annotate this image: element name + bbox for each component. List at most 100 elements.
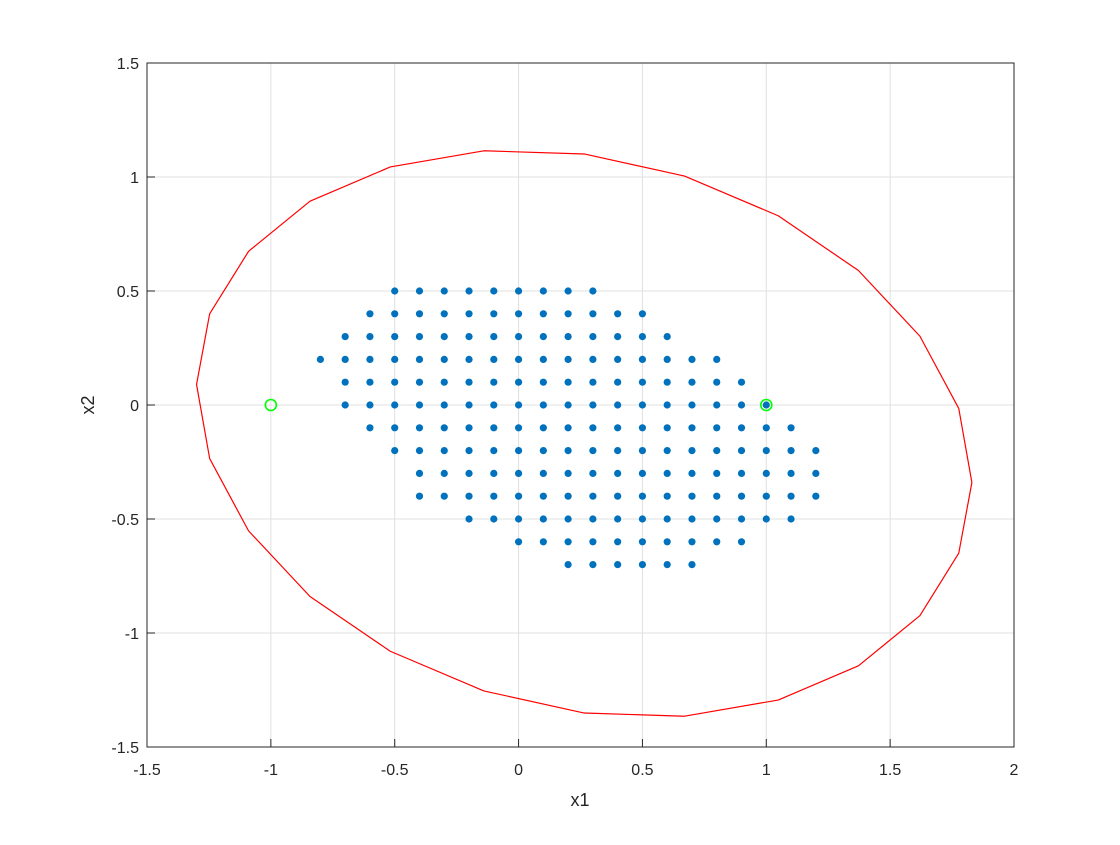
y-tick-label: 1 [130, 170, 139, 187]
scatter-point [366, 401, 374, 409]
scatter-point [490, 287, 498, 295]
scatter-point [713, 515, 721, 523]
scatter-point [366, 333, 374, 341]
scatter-point [490, 492, 498, 500]
x-tick-label: 2 [1010, 762, 1019, 779]
scatter-point [614, 538, 622, 546]
scatter-point [564, 355, 572, 363]
scatter-point [713, 355, 721, 363]
scatter-point [713, 538, 721, 546]
scatter-point [539, 447, 547, 455]
scatter-point [391, 424, 399, 432]
scatter-point [440, 355, 448, 363]
scatter-point [638, 401, 647, 409]
scatter-point [663, 355, 671, 363]
scatter-point [638, 561, 647, 569]
scatter-point [762, 401, 770, 409]
scatter-point [514, 447, 523, 455]
scatter-point [490, 469, 498, 477]
scatter-point [688, 447, 696, 455]
scatter-point [514, 492, 523, 500]
scatter-point [663, 424, 671, 432]
scatter-point [614, 401, 622, 409]
scatter-point [440, 378, 448, 386]
scatter-point [688, 561, 696, 569]
scatter-point [688, 469, 696, 477]
scatter-point [614, 492, 622, 500]
x-tick-label: -1.5 [133, 762, 161, 779]
scatter-point [663, 401, 671, 409]
scatter-point [415, 469, 424, 477]
scatter-point [514, 287, 523, 295]
y-tick-label: -1 [125, 626, 139, 643]
scatter-point [787, 515, 795, 523]
scatter-point [614, 447, 622, 455]
scatter-point [737, 401, 746, 409]
y-tick-label: 0.5 [117, 284, 139, 301]
scatter-point [415, 447, 424, 455]
y-tick-label: 1.5 [117, 56, 139, 73]
scatter-point [514, 469, 523, 477]
scatter-point [514, 424, 523, 432]
scatter-point [638, 424, 647, 432]
y-tick-label: -0.5 [111, 512, 139, 529]
scatter-point [787, 424, 795, 432]
scatter-point [415, 310, 424, 318]
scatter-point [564, 378, 572, 386]
scatter-point [539, 287, 547, 295]
marker-circle [759, 398, 773, 412]
scatter-point [564, 401, 572, 409]
scatter-point [465, 310, 473, 318]
scatter-point [688, 355, 696, 363]
scatter-point [564, 424, 572, 432]
scatter-point [737, 447, 746, 455]
scatter-point [490, 447, 498, 455]
scatter-point [514, 310, 523, 318]
scatter-point [589, 492, 597, 500]
scatter-point [564, 492, 572, 500]
scatter-point [589, 469, 597, 477]
scatter-point [440, 492, 448, 500]
scatter-point [614, 515, 622, 523]
scatter-point [514, 333, 523, 341]
scatter-point [737, 492, 746, 500]
scatter-point [465, 378, 473, 386]
scatter-point [341, 378, 349, 386]
scatter-point [663, 515, 671, 523]
x-tick-label: 0 [514, 762, 523, 779]
scatter-point [391, 333, 399, 341]
scatter-point [465, 515, 473, 523]
scatter-point [589, 378, 597, 386]
scatter-point [415, 378, 424, 386]
scatter-point [614, 378, 622, 386]
scatter-point [663, 561, 671, 569]
scatter-point [440, 310, 448, 318]
scatter-point [539, 333, 547, 341]
scatter-point [787, 447, 795, 455]
scatter-point [514, 515, 523, 523]
scatter-point [539, 378, 547, 386]
scatter-point [465, 333, 473, 341]
scatter-point [663, 333, 671, 341]
scatter-point [663, 469, 671, 477]
scatter-point [589, 355, 597, 363]
scatter-point [514, 378, 523, 386]
scatter-point [564, 287, 572, 295]
scatter-point [465, 355, 473, 363]
scatter-point [614, 310, 622, 318]
scatter-point [638, 469, 647, 477]
scatter-point [564, 515, 572, 523]
scatter-point [638, 447, 647, 455]
scatter-point [688, 378, 696, 386]
scatter-point [564, 561, 572, 569]
x-tick-label: -0.5 [381, 762, 409, 779]
scatter-point [663, 378, 671, 386]
y-tick-label: -1.5 [111, 740, 139, 757]
scatter-point [614, 333, 622, 341]
scatter-point [787, 492, 795, 500]
scatter-point [713, 378, 721, 386]
scatter-point [564, 538, 572, 546]
scatter-point [539, 469, 547, 477]
y-axis-label: x2 [78, 395, 98, 414]
